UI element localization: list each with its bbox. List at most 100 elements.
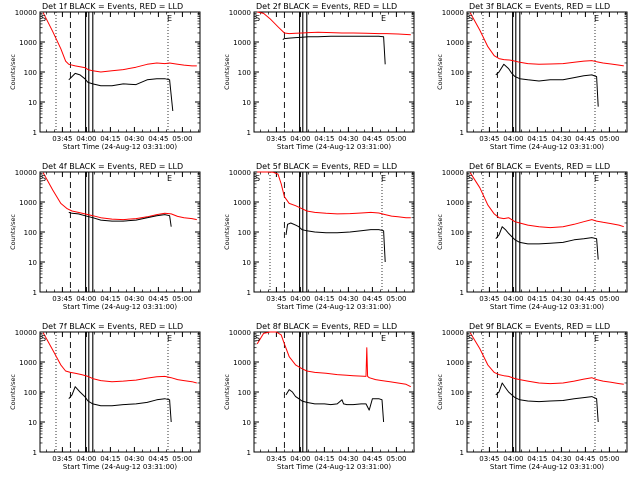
- x-tick-label: 04:00: [503, 295, 523, 303]
- x-tick-label: 04:15: [100, 455, 120, 463]
- plot-frame: [39, 171, 201, 293]
- plot-frame: [39, 331, 201, 453]
- end-mark: E: [594, 334, 599, 343]
- y-tick-label: 1000: [233, 39, 251, 47]
- y-tick-label: 10000: [442, 169, 464, 177]
- panel-title: Det 5f BLACK = Events, RED = LLD: [256, 162, 397, 171]
- end-mark: E: [167, 334, 172, 343]
- y-tick-label: 10: [242, 99, 251, 107]
- x-tick-label: 03:45: [479, 455, 499, 463]
- events-series-line: [495, 63, 599, 107]
- x-axis-label: Start Time (24-Aug-12 03:31:00): [490, 463, 604, 471]
- start-mark: S: [255, 14, 260, 23]
- y-tick-label: 10: [455, 419, 464, 427]
- y-tick-label: 10000: [229, 329, 251, 337]
- start-mark: S: [255, 334, 260, 343]
- y-axis-label: Counts/sec: [223, 374, 231, 410]
- start-mark: S: [41, 14, 46, 23]
- y-tick-label: 100: [24, 389, 37, 397]
- y-tick-label: 1000: [19, 39, 37, 47]
- end-mark: E: [594, 174, 599, 183]
- y-tick-label: 1: [247, 289, 251, 297]
- x-tick-label: 03:45: [52, 295, 72, 303]
- x-tick-label: 04:15: [100, 295, 120, 303]
- panel-title: Det 1f BLACK = Events, RED = LLD: [42, 2, 183, 11]
- x-tick-label: 04:00: [290, 455, 310, 463]
- x-tick-label: 04:45: [575, 455, 595, 463]
- plot-frame: [253, 171, 415, 293]
- plot-frame: [466, 331, 628, 453]
- y-tick-label: 1: [247, 129, 251, 137]
- x-tick-label: 04:30: [338, 455, 358, 463]
- end-mark: E: [381, 334, 386, 343]
- x-tick-label: 04:15: [314, 295, 334, 303]
- panel-title: Det 7f BLACK = Events, RED = LLD: [42, 322, 183, 331]
- x-axis-label: Start Time (24-Aug-12 03:31:00): [277, 143, 391, 151]
- x-tick-label: 04:15: [100, 135, 120, 143]
- x-tick-label: 04:45: [575, 295, 595, 303]
- x-tick-label: 04:15: [527, 295, 547, 303]
- panel-title: Det 3f BLACK = Events, RED = LLD: [469, 2, 610, 11]
- end-mark: E: [594, 14, 599, 23]
- panel-title: Det 4f BLACK = Events, RED = LLD: [42, 162, 183, 171]
- x-tick-label: 04:45: [362, 135, 382, 143]
- x-axis-label: Start Time (24-Aug-12 03:31:00): [63, 143, 177, 151]
- y-tick-label: 100: [24, 229, 37, 237]
- x-tick-label: 05:00: [599, 455, 619, 463]
- x-tick-label: 04:00: [76, 295, 96, 303]
- x-tick-label: 05:00: [386, 295, 406, 303]
- x-axis-label: Start Time (24-Aug-12 03:31:00): [490, 143, 604, 151]
- y-tick-label: 1000: [233, 359, 251, 367]
- lld-series-line: [257, 11, 411, 36]
- y-tick-label: 100: [451, 389, 464, 397]
- events-series-line: [285, 222, 386, 263]
- panel-title: Det 6f BLACK = Events, RED = LLD: [469, 162, 610, 171]
- start-mark: S: [41, 174, 46, 183]
- events-series-line: [285, 389, 385, 423]
- x-tick-label: 04:00: [76, 135, 96, 143]
- y-tick-label: 10: [455, 259, 464, 267]
- events-series-line: [68, 72, 174, 112]
- lld-series-line: [256, 331, 412, 388]
- detector-panel-8: Det 8f BLACK = Events, RED = LLD 1 10 100 10…: [223, 322, 415, 471]
- y-tick-label: 1000: [446, 359, 464, 367]
- y-tick-label: 1: [460, 129, 464, 137]
- y-tick-label: 1000: [233, 199, 251, 207]
- y-tick-label: 1: [247, 449, 251, 457]
- detector-panel-9: Det 9f BLACK = Events, RED = LLD 1 10 100 10…: [436, 322, 628, 471]
- y-tick-label: 100: [451, 229, 464, 237]
- x-tick-label: 05:00: [599, 135, 619, 143]
- y-tick-label: 100: [451, 69, 464, 77]
- start-mark: S: [468, 174, 473, 183]
- start-mark: S: [468, 14, 473, 23]
- detector-panel-1: Det 1f BLACK = Events, RED = LLD 1 10 100 10…: [9, 2, 201, 151]
- x-tick-label: 04:30: [338, 295, 358, 303]
- x-axis-label: Start Time (24-Aug-12 03:31:00): [277, 463, 391, 471]
- x-tick-label: 04:45: [362, 295, 382, 303]
- x-axis-label: Start Time (24-Aug-12 03:31:00): [63, 303, 177, 311]
- plot-frame: [466, 11, 628, 133]
- x-tick-label: 04:00: [76, 455, 96, 463]
- x-tick-label: 04:30: [124, 135, 144, 143]
- end-mark: E: [381, 14, 386, 23]
- y-tick-label: 10000: [442, 9, 464, 17]
- x-tick-label: 03:45: [266, 135, 286, 143]
- panel-title: Det 8f BLACK = Events, RED = LLD: [256, 322, 397, 331]
- x-tick-label: 04:15: [527, 135, 547, 143]
- lld-series-line: [257, 171, 411, 219]
- y-tick-label: 10000: [229, 9, 251, 17]
- y-tick-label: 10: [455, 99, 464, 107]
- x-tick-label: 05:00: [172, 295, 192, 303]
- x-tick-label: 05:00: [386, 455, 406, 463]
- x-tick-label: 04:00: [290, 135, 310, 143]
- start-mark: S: [468, 334, 473, 343]
- events-series-line: [68, 386, 172, 423]
- y-axis-label: Counts/sec: [436, 54, 444, 90]
- x-tick-label: 04:30: [124, 295, 144, 303]
- x-tick-label: 04:30: [551, 295, 571, 303]
- x-tick-label: 05:00: [172, 455, 192, 463]
- lld-series-line: [42, 332, 197, 384]
- detector-panel-2: Det 2f BLACK = Events, RED = LLD 1 10 100 10…: [223, 2, 415, 151]
- lld-series-line: [469, 12, 624, 67]
